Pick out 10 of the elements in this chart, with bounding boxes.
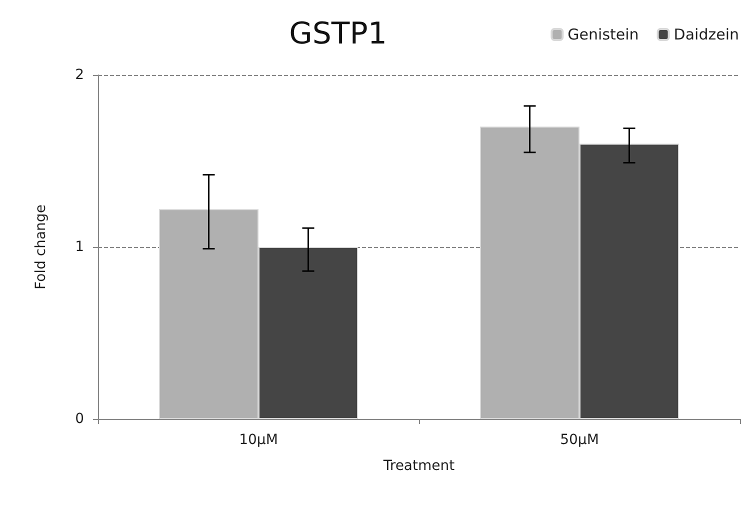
y-tick-label: 2 <box>75 67 84 83</box>
y-axis-title: Fold change <box>33 204 49 290</box>
x-axis-title: Treatment <box>382 458 456 474</box>
legend-label: Daidzein <box>674 26 740 44</box>
y-tick-label: 0 <box>75 411 84 427</box>
chart-title: GSTP1 <box>289 16 387 52</box>
y-tick-label: 1 <box>75 239 84 255</box>
x-tick-label: 50µM <box>560 432 599 448</box>
legend-label: Genistein <box>568 26 639 44</box>
x-tick-label: 10µM <box>239 432 278 448</box>
